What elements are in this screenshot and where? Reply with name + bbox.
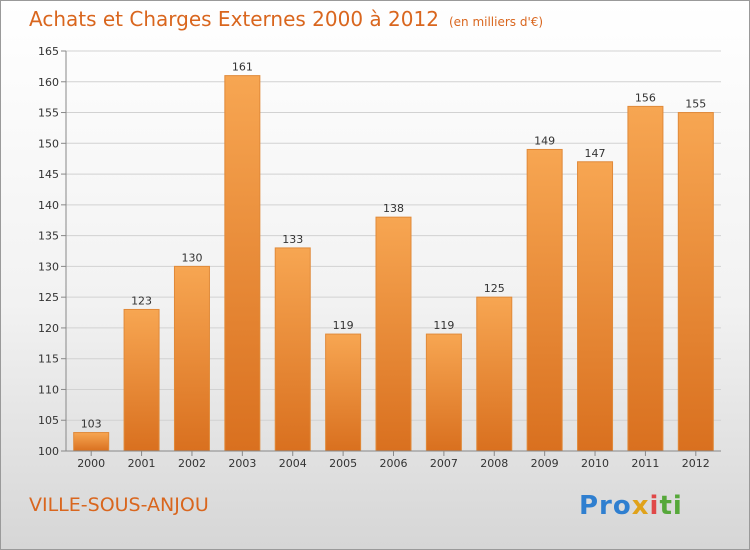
chart-title: Achats et Charges Externes 2000 à 2012 (e… (29, 7, 543, 31)
title-unit: (en milliers d'€) (448, 15, 544, 29)
x-tick-label-2012: 2012 (682, 457, 710, 470)
bar-2007 (425, 333, 462, 452)
x-tick-label-2001: 2001 (128, 457, 156, 470)
y-tick-label: 115 (38, 353, 59, 366)
x-tick-label-2003: 2003 (228, 457, 256, 470)
data-label-2011: 156 (635, 91, 656, 104)
x-tick-label-2006: 2006 (380, 457, 408, 470)
x-tick-label-2000: 2000 (77, 457, 105, 470)
bar-2011 (627, 105, 664, 452)
y-tick-label: 135 (38, 230, 59, 243)
data-label-2007: 119 (433, 319, 454, 332)
y-tick-label: 110 (38, 383, 59, 396)
bar-2008 (476, 296, 513, 452)
bar-2002 (173, 265, 210, 452)
x-tick-label-2004: 2004 (279, 457, 307, 470)
data-label-2004: 133 (282, 233, 303, 246)
bar-2012 (677, 112, 714, 452)
bar-2001 (123, 308, 160, 452)
data-label-2003: 161 (232, 61, 253, 74)
y-tick-label: 150 (38, 137, 59, 150)
data-label-2010: 147 (585, 147, 606, 160)
data-label-2006: 138 (383, 202, 404, 215)
bar-2004 (274, 247, 311, 452)
x-tick-label-2008: 2008 (480, 457, 508, 470)
bar-2009 (526, 148, 563, 452)
x-tick-label-2005: 2005 (329, 457, 357, 470)
proxiti-logo: Proxiti (579, 491, 683, 521)
data-label-2009: 149 (534, 134, 555, 147)
y-tick-label: 130 (38, 260, 59, 273)
x-tick-label-2002: 2002 (178, 457, 206, 470)
bar-2003 (224, 75, 261, 452)
y-tick-label: 120 (38, 322, 59, 335)
data-label-2000: 103 (81, 418, 102, 431)
y-tick-label: 165 (38, 45, 59, 58)
y-tick-label: 100 (38, 445, 59, 458)
title-text: Achats et Charges Externes 2000 à 2012 (29, 7, 439, 31)
x-tick-label-2007: 2007 (430, 457, 458, 470)
data-label-2005: 119 (333, 319, 354, 332)
bar-2000 (73, 432, 110, 452)
x-tick-label-2010: 2010 (581, 457, 609, 470)
data-label-2008: 125 (484, 282, 505, 295)
x-tick-label-2009: 2009 (531, 457, 559, 470)
bar-2005 (325, 333, 362, 452)
bar-2010 (577, 161, 614, 452)
y-tick-label: 155 (38, 107, 59, 120)
bar-2006 (375, 216, 412, 452)
y-tick-label: 160 (38, 76, 59, 89)
data-label-2001: 123 (131, 294, 152, 307)
x-tick-label-2011: 2011 (631, 457, 659, 470)
y-tick-label: 140 (38, 199, 59, 212)
location-label: VILLE-SOUS-ANJOU (29, 494, 209, 516)
y-tick-label: 105 (38, 414, 59, 427)
data-label-2012: 155 (685, 98, 706, 111)
y-tick-label: 145 (38, 168, 59, 181)
y-tick-label: 125 (38, 291, 59, 304)
data-label-2002: 130 (181, 251, 202, 264)
